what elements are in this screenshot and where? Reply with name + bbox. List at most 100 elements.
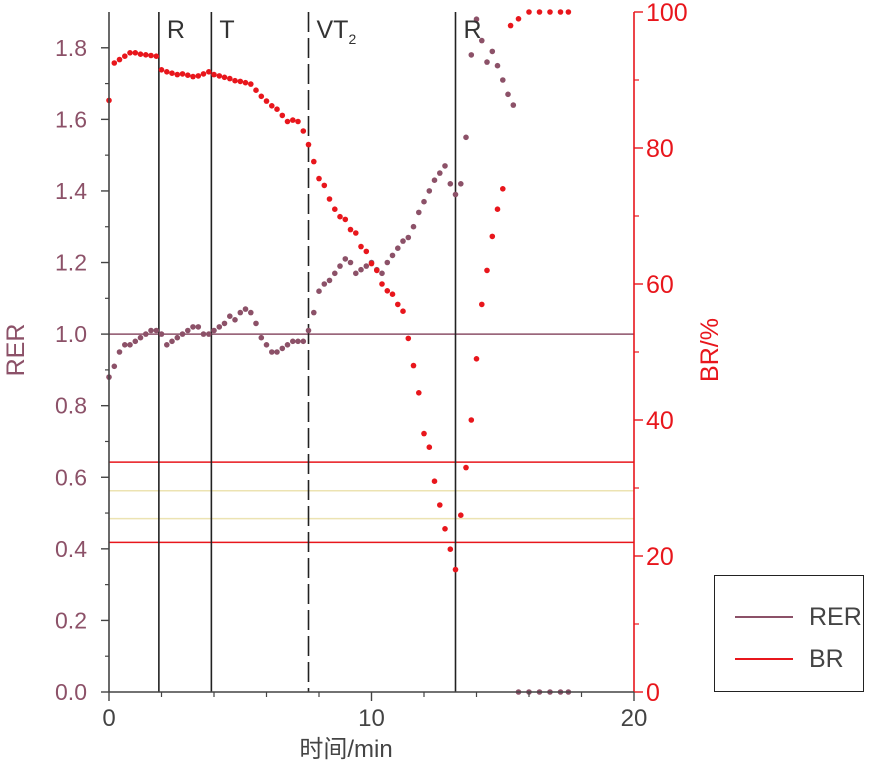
phase-label-subscript: 2 bbox=[348, 31, 356, 47]
br-point-9 bbox=[153, 53, 160, 59]
y-left-tick-label: 0.2 bbox=[55, 607, 87, 633]
br-point-47 bbox=[353, 230, 359, 236]
legend-swatch-rer bbox=[735, 616, 793, 618]
br-point-80 bbox=[547, 9, 553, 15]
br-point-12 bbox=[169, 70, 175, 76]
br-point-56 bbox=[400, 308, 406, 315]
rer-point-65 bbox=[447, 181, 454, 187]
br-point-37 bbox=[300, 128, 307, 134]
br-point-16 bbox=[190, 73, 196, 80]
y-right-tick-label: 20 bbox=[646, 543, 674, 571]
br-point-32 bbox=[274, 106, 280, 112]
rer-point-19 bbox=[206, 331, 212, 337]
rer-point-60 bbox=[421, 198, 427, 205]
y-right-tick-label: 40 bbox=[646, 407, 674, 435]
br-point-19 bbox=[206, 69, 212, 75]
rer-point-27 bbox=[248, 309, 254, 316]
br-point-72 bbox=[484, 267, 490, 274]
rer-point-70 bbox=[473, 16, 480, 23]
rer-point-20 bbox=[211, 327, 217, 334]
br-point-24 bbox=[232, 77, 238, 84]
x-tick-label: 20 bbox=[621, 705, 648, 732]
rer-point-5 bbox=[132, 338, 139, 345]
rer-point-10 bbox=[158, 331, 165, 337]
br-point-61 bbox=[426, 444, 433, 451]
br-point-69 bbox=[468, 417, 475, 423]
rer-point-57 bbox=[405, 234, 412, 241]
rer-point-61 bbox=[426, 188, 433, 194]
legend-swatch-br bbox=[735, 658, 793, 660]
rer-point-59 bbox=[416, 209, 422, 216]
br-point-63 bbox=[437, 502, 443, 508]
br-point-74 bbox=[494, 206, 501, 212]
x-tick-label: 10 bbox=[358, 705, 385, 732]
y-right-tick-label: 100 bbox=[646, 0, 688, 27]
y-right-tick-label: 0 bbox=[646, 679, 660, 707]
rer-point-25 bbox=[237, 309, 244, 316]
rer-point-42 bbox=[326, 277, 333, 284]
rer-point-32 bbox=[274, 349, 280, 355]
rer-point-12 bbox=[169, 338, 175, 345]
br-point-27 bbox=[248, 81, 254, 87]
br-point-2 bbox=[116, 56, 123, 63]
rer-point-74 bbox=[494, 62, 501, 69]
br-point-76 bbox=[507, 22, 514, 29]
br-point-50 bbox=[368, 260, 375, 267]
rer-point-58 bbox=[410, 223, 417, 230]
br-point-62 bbox=[431, 478, 438, 485]
reference-lines bbox=[109, 333, 634, 544]
rer-point-63 bbox=[437, 170, 443, 176]
br-point-57 bbox=[405, 335, 412, 342]
phase-label-2: VT2 bbox=[317, 16, 357, 47]
y-left-tick-label: 0.0 bbox=[55, 679, 87, 705]
rer-point-16 bbox=[190, 324, 196, 330]
y-left-tick-label: 1.8 bbox=[55, 35, 87, 61]
br-point-11 bbox=[164, 69, 170, 75]
rer-point-47 bbox=[353, 270, 359, 277]
br-point-68 bbox=[463, 464, 469, 471]
br-point-36 bbox=[295, 118, 301, 125]
br-point-23 bbox=[227, 75, 233, 82]
br-point-30 bbox=[263, 98, 270, 104]
br-point-40 bbox=[316, 175, 322, 182]
br-point-18 bbox=[200, 71, 207, 77]
br-point-75 bbox=[500, 186, 506, 192]
br-point-34 bbox=[284, 118, 291, 125]
legend-label-rer: RER bbox=[809, 602, 862, 631]
br-point-46 bbox=[347, 226, 354, 233]
br-point-45 bbox=[342, 216, 349, 223]
br-point-41 bbox=[321, 182, 328, 189]
rer-point-33 bbox=[279, 345, 286, 352]
br-point-4 bbox=[127, 50, 133, 56]
rer-point-15 bbox=[185, 327, 191, 334]
br-point-28 bbox=[253, 87, 259, 93]
rer-point-64 bbox=[442, 163, 448, 169]
rer-point-26 bbox=[242, 306, 249, 312]
rer-point-6 bbox=[137, 334, 144, 341]
br-point-3 bbox=[122, 53, 128, 59]
y-left-tick-label: 1.4 bbox=[55, 178, 87, 204]
rer-point-30 bbox=[263, 342, 270, 348]
br-point-48 bbox=[358, 243, 364, 250]
br-point-51 bbox=[374, 267, 380, 274]
rer-point-67 bbox=[458, 181, 464, 187]
rer-point-46 bbox=[347, 259, 354, 266]
br-point-67 bbox=[458, 512, 464, 518]
rer-point-62 bbox=[431, 177, 438, 183]
rer-point-23 bbox=[227, 313, 233, 320]
br-point-49 bbox=[363, 248, 370, 255]
rer-point-1 bbox=[111, 363, 118, 370]
data-points bbox=[106, 9, 572, 695]
phase-marker-lines bbox=[158, 12, 457, 692]
br-point-42 bbox=[326, 196, 333, 202]
br-point-53 bbox=[384, 288, 391, 294]
rer-point-41 bbox=[321, 281, 328, 287]
br-point-6 bbox=[137, 51, 144, 57]
rer-point-7 bbox=[143, 331, 149, 337]
rer-point-43 bbox=[332, 270, 338, 277]
rer-point-54 bbox=[389, 252, 396, 259]
rer-point-14 bbox=[179, 331, 186, 337]
y-right-axis-title: BR/% bbox=[696, 318, 724, 382]
br-point-17 bbox=[195, 73, 202, 79]
